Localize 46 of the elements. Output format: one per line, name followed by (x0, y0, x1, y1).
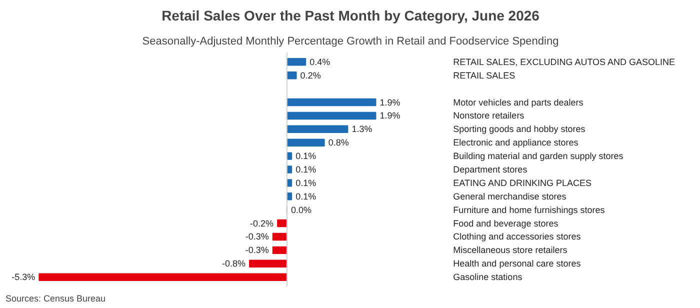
data-label: -0.8% (222, 258, 246, 269)
bar (272, 232, 288, 241)
bar (286, 72, 297, 80)
data-label: 0.1% (296, 151, 316, 162)
bar (286, 125, 348, 134)
data-label: 0.2% (300, 70, 321, 80)
bar (286, 112, 376, 120)
y-tick-label: EATING AND DRINKING PLACES (453, 178, 592, 188)
y-tick-label: General merchandise stores (453, 191, 567, 202)
y-tick-label: Building material and garden supply stores (453, 151, 624, 162)
y-tick-label: Motor vehicles and parts dealers (453, 97, 584, 108)
bar (286, 138, 325, 146)
bar (272, 246, 288, 254)
data-label: 1.9% (380, 97, 400, 108)
data-label: -0.3% (245, 245, 269, 256)
data-label: 1.9% (380, 110, 400, 121)
data-label: 1.3% (352, 124, 372, 134)
y-tick-label: Gasoline stations (453, 272, 523, 282)
y-tick-label: RETAIL SALES, EXCLUDING AUTOS AND GASOLINE (453, 56, 676, 67)
y-tick-label: Miscellaneous store retailers (453, 245, 568, 256)
data-label: -0.2% (250, 218, 274, 228)
source-note: Sources: Census Bureau (6, 294, 106, 304)
chart-title: Retail Sales Over the Past Month by Category, June 2026 (162, 8, 540, 24)
y-tick-label: Clothing and accessories stores (453, 232, 582, 242)
y-tick-label: Electronic and appliance stores (453, 138, 579, 148)
y-tick-label: Furniture and home furnishings stores (453, 204, 606, 215)
bar (277, 219, 288, 228)
y-tick-label: Department stores (453, 164, 528, 174)
data-label: 0.1% (296, 178, 316, 188)
data-label: -0.3% (245, 232, 269, 242)
data-label: 0.0% (290, 204, 312, 215)
data-label: 0.1% (296, 164, 316, 174)
chart-subtitle: Seasonally-Adjusted Monthly Percentage Growth in Retail and Foodservice Spending (142, 36, 559, 48)
data-label: -5.3% (12, 272, 36, 282)
bar (38, 273, 288, 281)
y-tick-label: Nonstore retailers (453, 110, 525, 121)
y-tick-label: Health and personal care stores (453, 258, 582, 269)
data-label: 0.1% (296, 191, 316, 202)
y-tick-label: Sporting goods and hobby stores (453, 124, 586, 134)
y-tick-label: Food and beverage stores (453, 218, 559, 228)
y-tick-label: RETAIL SALES (453, 70, 516, 80)
data-label: 0.4% (310, 56, 330, 67)
bar (286, 58, 306, 66)
bar (249, 260, 288, 268)
bar (286, 98, 376, 106)
data-label: 0.8% (328, 138, 349, 148)
